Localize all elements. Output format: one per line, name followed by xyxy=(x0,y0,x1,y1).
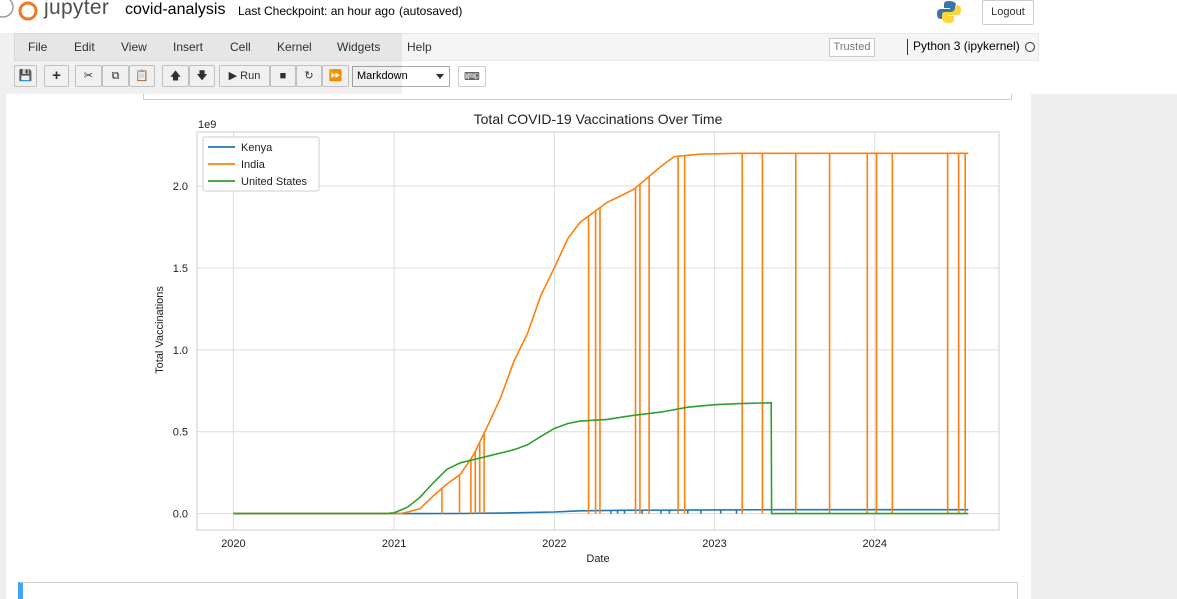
x-axis-label: Date xyxy=(586,553,609,565)
menu-widgets[interactable]: Widgets xyxy=(337,40,381,54)
copy-icon: ⧉ xyxy=(111,70,120,82)
legend-label-kenya: Kenya xyxy=(241,142,273,154)
legend-label-united-states: United States xyxy=(241,176,308,188)
menu-help[interactable]: Help xyxy=(407,40,432,54)
previous-cell[interactable] xyxy=(143,94,1012,100)
restart-run-all-button[interactable]: ⏩ xyxy=(322,65,349,87)
menu-insert[interactable]: Insert xyxy=(173,40,204,54)
command-palette-button[interactable]: ⌨ xyxy=(458,66,486,87)
vaccinations-chart: 2020 2021 2022 2023 2024 0.0 0.5 1.0 1.5 2.0 Tota… xyxy=(154,111,1000,565)
run-button[interactable]: ▶ Run xyxy=(219,65,270,87)
menu-cell[interactable]: Cell xyxy=(230,40,251,54)
toolbar: 💾 + ✂ ⧉ 📋 🡅 🡇 ▶ Run ■ ↻ ⏩ Markdown ⌨ xyxy=(14,62,1039,94)
run-label: Run xyxy=(240,70,261,82)
x-tick-label: 2024 xyxy=(863,538,887,550)
overlay-shade xyxy=(0,33,402,105)
notebook-page xyxy=(6,94,1031,599)
y-tick-label: 0.5 xyxy=(173,427,188,439)
series-lines xyxy=(233,152,969,515)
series-line-india xyxy=(233,152,969,515)
jupyter-orbit-icon xyxy=(18,1,38,21)
plus-icon: + xyxy=(52,67,61,84)
checkpoint-status: Last Checkpoint: an hour ago xyxy=(238,4,395,18)
legend-label-india: India xyxy=(241,159,266,171)
chart-title: Total COVID-19 Vaccinations Over Time xyxy=(474,111,723,127)
stop-icon: ■ xyxy=(279,70,287,82)
series-line-united-states xyxy=(233,401,969,515)
autosave-status: (autosaved) xyxy=(399,4,463,18)
paste-icon: 📋 xyxy=(135,70,149,82)
save-icon: 💾 xyxy=(18,70,33,82)
kernel-idle-icon xyxy=(1025,42,1035,52)
menu-file[interactable]: File xyxy=(28,40,48,54)
fast-forward-icon: ⏩ xyxy=(328,70,343,82)
next-cell[interactable] xyxy=(18,582,1018,599)
trusted-indicator[interactable]: Trusted xyxy=(829,38,875,57)
menu-edit[interactable]: Edit xyxy=(74,40,95,54)
kernel-name[interactable]: Python 3 (ipykernel) xyxy=(907,39,1020,55)
arrow-up-icon: 🡅 xyxy=(169,70,182,82)
plot-frame xyxy=(196,131,1000,531)
jupyter-logo[interactable] xyxy=(0,0,120,28)
restart-icon: ↻ xyxy=(304,70,314,82)
y-tick-label: 0.0 xyxy=(173,509,188,521)
python-logo-icon xyxy=(937,1,961,23)
move-down-button[interactable]: 🡇 xyxy=(189,65,215,87)
scissors-icon: ✂ xyxy=(83,70,94,82)
x-tick-label: 2023 xyxy=(702,538,726,550)
menubar: File Edit View Insert Cell Kernel Widget… xyxy=(14,33,1039,61)
tick-labels: 2020 2021 2022 2023 2024 0.0 0.5 1.0 1.5 2.0 xyxy=(173,181,887,550)
y-offset-text: 1e9 xyxy=(198,119,216,131)
keyboard-icon: ⌨ xyxy=(464,71,480,83)
legend: Kenya India United States xyxy=(202,136,320,192)
x-tick-label: 2021 xyxy=(382,538,406,550)
header-bar xyxy=(0,0,1177,33)
y-tick-label: 1.0 xyxy=(173,345,188,357)
restart-button[interactable]: ↻ xyxy=(296,65,322,87)
save-button[interactable]: 💾 xyxy=(14,65,37,87)
cut-button[interactable]: ✂ xyxy=(75,65,102,87)
play-icon: ▶ xyxy=(228,70,238,82)
menu-kernel[interactable]: Kernel xyxy=(277,40,312,54)
insert-cell-button[interactable]: + xyxy=(44,65,69,87)
grid xyxy=(197,132,999,530)
logout-button[interactable]: Logout xyxy=(982,0,1034,25)
notebook-name[interactable]: covid-analysis xyxy=(125,1,226,18)
series-line-kenya xyxy=(233,508,969,515)
y-tick-label: 1.5 xyxy=(173,263,188,275)
jupyter-logo-text: jupyter xyxy=(44,0,110,19)
x-tick-label: 2020 xyxy=(221,538,245,550)
y-axis-label: Total Vaccinations xyxy=(154,286,166,374)
menu-view[interactable]: View xyxy=(121,40,147,54)
copy-button[interactable]: ⧉ xyxy=(102,65,129,87)
move-up-button[interactable]: 🡅 xyxy=(162,65,189,87)
x-tick-label: 2022 xyxy=(542,538,566,550)
y-tick-label: 2.0 xyxy=(173,181,188,193)
interrupt-button[interactable]: ■ xyxy=(270,65,296,87)
paste-button[interactable]: 📋 xyxy=(129,65,155,87)
legend-box xyxy=(202,136,320,192)
arrow-down-icon: 🡇 xyxy=(196,70,208,82)
jupyter-moon-icon xyxy=(0,0,14,18)
cell-type-select[interactable]: Markdown xyxy=(352,66,450,87)
